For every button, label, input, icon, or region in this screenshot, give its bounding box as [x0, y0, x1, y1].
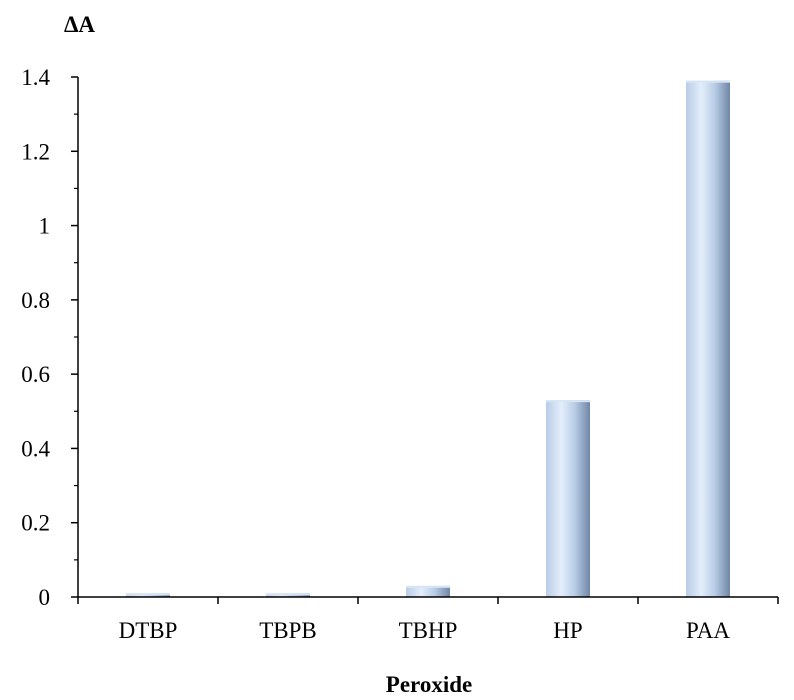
- bar-top-dtbp: [126, 593, 170, 596]
- bar-hp: [546, 400, 590, 597]
- x-category-label: PAA: [686, 618, 730, 643]
- y-axis: 0 0.2 0.4 0.6 0.8 1 1.2 1.4: [21, 65, 79, 610]
- y-tick-label: 0: [39, 585, 51, 610]
- y-tick-label: 1.2: [21, 139, 50, 164]
- y-tick-label: 0.8: [21, 288, 50, 313]
- bar-paa: [686, 80, 730, 597]
- y-tick-label: 0.6: [21, 362, 50, 387]
- y-tick-label: 0.2: [21, 511, 50, 536]
- y-axis-title: ΔA: [64, 12, 95, 37]
- bar-top-tbpb: [266, 593, 310, 596]
- y-tick-label: 0.4: [21, 436, 50, 461]
- y-tick-label: 1: [39, 214, 51, 239]
- bar-top-hp: [546, 400, 590, 403]
- bar-top-tbhp: [406, 585, 450, 588]
- x-category-label: TBHP: [399, 618, 458, 643]
- bar-top-paa: [686, 80, 730, 83]
- bars-group: [126, 80, 730, 597]
- x-axis-title: Peroxide: [386, 672, 472, 697]
- y-tick-label: 1.4: [21, 65, 50, 90]
- x-category-label: HP: [553, 618, 582, 643]
- x-category-label: DTBP: [119, 618, 178, 643]
- bar-tbhp: [406, 585, 450, 597]
- x-axis: DTBP TBPB TBHP HP PAA: [77, 596, 779, 643]
- x-category-label: TBPB: [259, 618, 317, 643]
